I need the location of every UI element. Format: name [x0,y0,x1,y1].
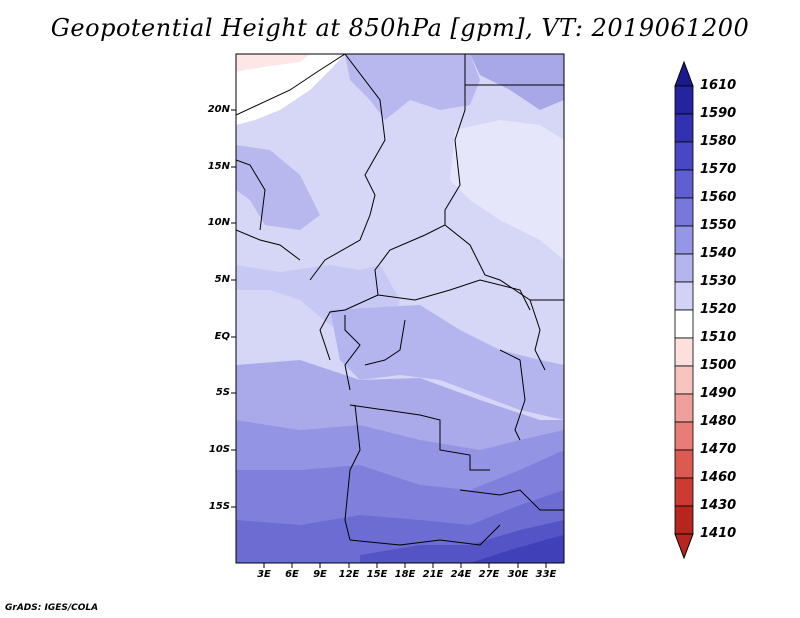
lon-label: 9E [313,569,327,580]
lat-label: 10N [207,217,230,228]
colorbar-segment [674,281,694,311]
lon-label: 24E [450,569,472,580]
colorbar-label: 1410 [700,526,737,541]
credit-text: GrADS: IGES/COLA [5,603,99,613]
colorbar-label: 1610 [700,78,737,93]
colorbar-segment [674,197,694,227]
colorbar-label: 1510 [700,330,737,345]
colorbar-segment [674,85,694,115]
colorbar-label: 1480 [700,414,737,429]
lon-label: 18E [394,569,416,580]
colorbar-label: 1560 [700,190,737,205]
colorbar-label: 1580 [700,134,737,149]
lon-label: 27E [478,569,500,580]
lon-label: 21E [422,569,444,580]
colorbar-segment [674,253,694,283]
colorbar-arrow-bottom [674,533,694,560]
lon-label: 3E [257,569,271,580]
lat-label: 20N [207,104,230,115]
colorbar-segment [674,309,694,339]
colorbar-segment [674,477,694,507]
colorbar-label: 1470 [700,442,737,457]
colorbar-label: 1530 [700,274,737,289]
lat-label: 10S [208,444,230,455]
lat-label: 15N [207,161,230,172]
colorbar-label: 1500 [700,358,737,373]
lon-label: 15E [366,569,388,580]
lat-label: 5S [215,387,230,398]
colorbar-segment [674,365,694,395]
colorbar-label: 1590 [700,106,737,121]
lon-label: 6E [285,569,299,580]
colorbar-arrow-top [674,60,694,87]
country-borders [236,54,564,546]
lat-label: 15S [208,501,230,512]
colorbar-label: 1490 [700,386,737,401]
colorbar-segment [674,421,694,451]
colorbar-segment [674,225,694,255]
map-frame [235,53,565,564]
colorbar-label: 1550 [700,218,737,233]
axis-ticks [231,109,547,568]
lon-label: 30E [507,569,529,580]
map-title: Geopotential Height at 850hPa [gpm], VT:… [50,14,750,42]
colorbar-segment [674,113,694,143]
lat-label: 5N [214,274,230,285]
colorbar [674,60,694,560]
colorbar-segment [674,393,694,423]
colorbar-segment [674,337,694,367]
colorbar-label: 1460 [700,470,737,485]
colorbar-segment [674,505,694,535]
colorbar-segment [674,169,694,199]
colorbar-label: 1430 [700,498,737,513]
colorbar-label: 1520 [700,302,737,317]
colorbar-label: 1570 [700,162,737,177]
colorbar-segment [674,141,694,171]
lon-label: 33E [535,569,557,580]
lon-label: 12E [338,569,360,580]
lat-label: EQ [214,331,230,342]
colorbar-segment [674,449,694,479]
contour-fill [236,54,564,563]
colorbar-label: 1540 [700,246,737,261]
